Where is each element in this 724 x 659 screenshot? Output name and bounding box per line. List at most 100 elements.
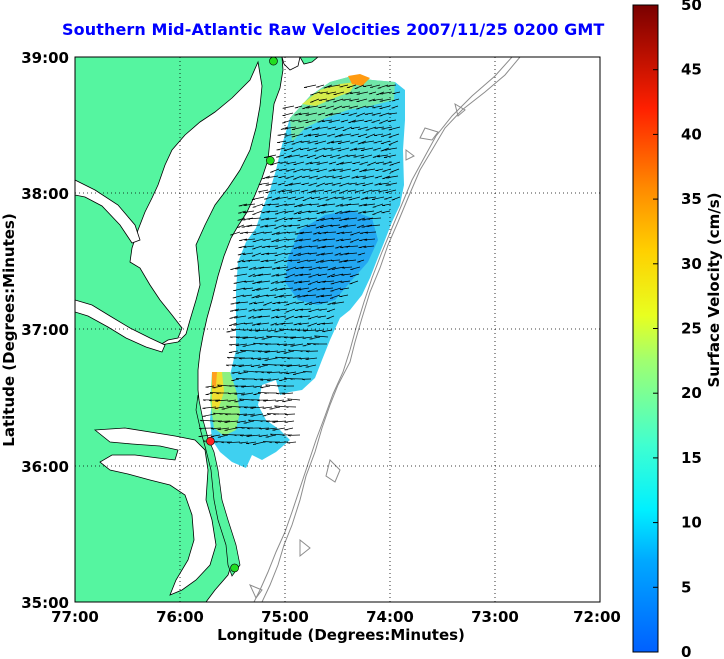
velocity-arrow (372, 105, 383, 109)
velocity-arrow (316, 161, 329, 165)
velocity-arrow (325, 196, 337, 201)
velocity-arrow-head (258, 343, 262, 345)
velocity-arrow (274, 329, 285, 333)
velocity-arrow (339, 252, 350, 256)
velocity-arrow-head (267, 372, 271, 374)
velocity-arrow (371, 189, 381, 192)
velocity-arrow (365, 231, 377, 234)
land-cape-may (299, 57, 319, 65)
velocity-arrow-head (258, 267, 262, 269)
velocity-arrow (257, 364, 269, 368)
velocity-arrow (282, 112, 294, 117)
velocity-arrow (308, 308, 320, 313)
velocity-arrow (279, 371, 289, 374)
velocity-arrow (374, 133, 384, 136)
velocity-arrow (382, 161, 393, 165)
velocity-arrow (348, 196, 361, 201)
velocity-arrow-head (323, 232, 327, 234)
velocity-arrow (328, 119, 341, 123)
velocity-arrow-head (309, 246, 313, 248)
velocity-arrow (365, 133, 376, 139)
velocity-arrow (245, 441, 257, 444)
velocity-arrow (307, 259, 317, 262)
velocity-arrow-head (302, 199, 306, 201)
velocity-arrow (266, 294, 277, 297)
velocity-arrow-head (287, 398, 290, 401)
velocity-arrow (242, 336, 257, 339)
velocity-arrow (285, 371, 297, 374)
x-tick-label: 76:00 (156, 608, 204, 626)
velocity-arrow (308, 252, 318, 255)
radar-station-marker (206, 436, 215, 446)
velocity-arrow-head (243, 407, 247, 409)
velocity-arrow-head (244, 239, 248, 241)
velocity-arrow (355, 182, 366, 186)
velocity-arrow-head (266, 295, 270, 297)
velocity-arrow (283, 343, 296, 346)
velocity-arrow (381, 126, 393, 130)
velocity-arrow-head (236, 378, 239, 380)
velocity-arrow (319, 301, 329, 304)
velocity-arrow (252, 238, 264, 243)
velocity-arrow (235, 350, 247, 354)
velocity-arrow (226, 329, 237, 333)
velocity-arrow (287, 231, 297, 233)
velocity-arrow (316, 175, 327, 180)
velocity-arrow (305, 112, 318, 116)
colorbar-tick-label: 45 (681, 61, 702, 79)
velocity-arrow-head (345, 246, 349, 248)
velocity-arrow (234, 308, 248, 311)
velocity-arrow (259, 427, 270, 429)
velocity-arrow (301, 175, 311, 178)
velocity-arrow (257, 273, 272, 276)
velocity-arrow (307, 315, 319, 320)
velocity-arrow-head (285, 414, 288, 416)
colorbar-tick-label: 25 (681, 320, 702, 338)
velocity-arrow (300, 140, 311, 143)
velocity-arrow-head (344, 253, 348, 255)
velocity-arrow (274, 405, 289, 408)
velocity-arrow (210, 434, 221, 437)
velocity-arrow-head (215, 392, 219, 395)
velocity-arrow-head (270, 433, 273, 436)
velocity-arrow (284, 252, 294, 255)
velocity-arrow (302, 294, 317, 297)
velocity-arrow (316, 245, 327, 249)
velocity-arrow-head (233, 434, 237, 437)
velocity-arrow (237, 413, 248, 415)
velocity-arrow (317, 315, 327, 318)
velocity-arrow (274, 252, 286, 257)
velocity-arrow (266, 378, 280, 382)
velocity-arrow (339, 287, 350, 290)
velocity-arrow (291, 147, 302, 153)
velocity-arrow-head (240, 435, 243, 437)
velocity-arrow-head (291, 150, 295, 152)
velocity-arrow (263, 231, 273, 234)
velocity-arrow (341, 231, 353, 234)
velocity-arrow (305, 119, 317, 124)
velocity-arrow (309, 168, 320, 172)
velocity-arrow (339, 294, 349, 298)
velocity-arrow (307, 287, 318, 293)
velocity-arrow-head (289, 218, 293, 220)
velocity-arrow (314, 147, 326, 152)
velocity-arrow (302, 336, 313, 339)
velocity-arrow-head (356, 115, 360, 117)
velocity-arrow (314, 140, 327, 145)
velocity-arrow-head (245, 232, 249, 234)
velocity-arrow (252, 315, 263, 319)
velocity-arrow-head (287, 232, 291, 234)
velocity-arrow-head (232, 365, 235, 367)
velocity-arrow (321, 210, 335, 214)
velocity-arrow (252, 245, 263, 250)
velocity-arrow (343, 217, 358, 220)
velocity-arrow (279, 161, 289, 164)
velocity-arrow (362, 210, 375, 213)
velocity-arrow (307, 133, 320, 136)
velocity-arrow-head (260, 371, 264, 374)
velocity-arrow (323, 154, 333, 157)
velocity-arrow-head (235, 426, 238, 429)
colorbar-tick-label: 30 (681, 255, 702, 273)
velocity-arrow-head (302, 371, 306, 373)
velocity-arrow (383, 154, 397, 158)
